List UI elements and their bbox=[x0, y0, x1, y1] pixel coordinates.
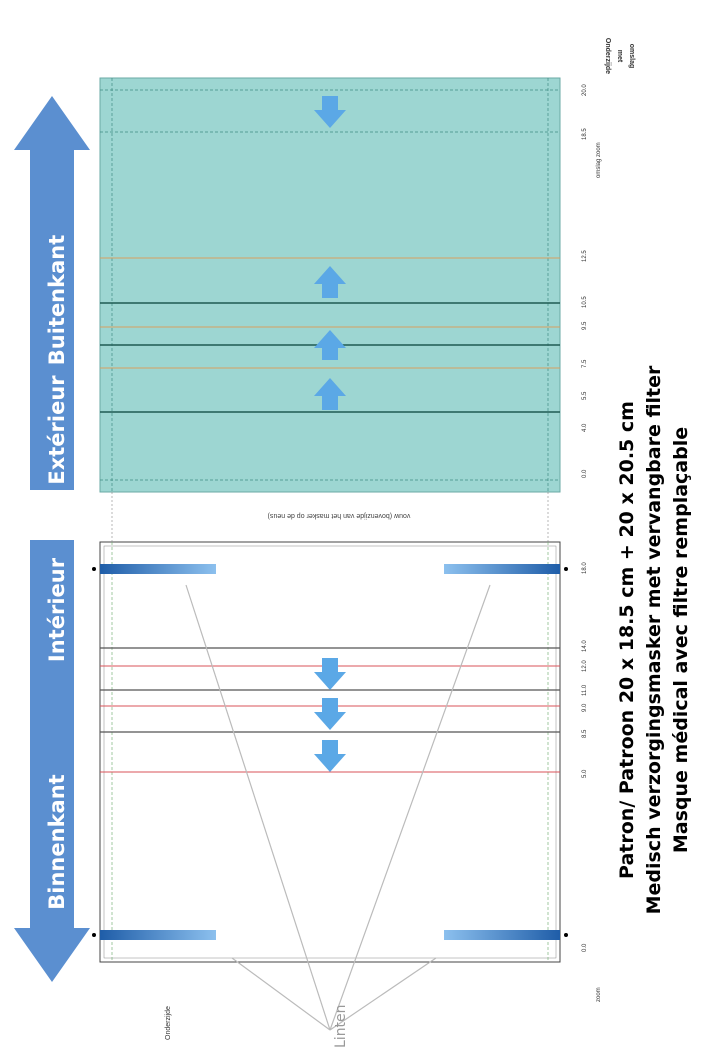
title-line-2: Medisch verzorgingsmasker met vervangbar… bbox=[643, 365, 665, 914]
top-right-line-1: Onderzijde bbox=[604, 38, 611, 74]
svg-text:5.5: 5.5 bbox=[582, 391, 588, 400]
svg-text:11.0: 11.0 bbox=[582, 684, 588, 696]
fold-note: vouw (bovenzijde van het masker op de ne… bbox=[268, 512, 411, 519]
outer-fr-label: Extérieur bbox=[45, 375, 69, 485]
svg-text:9.5: 9.5 bbox=[582, 321, 588, 330]
outer-direction-arrow bbox=[14, 96, 90, 490]
inner-nl-label: Binnenkant bbox=[45, 774, 69, 909]
svg-text:9.0: 9.0 bbox=[582, 703, 588, 712]
svg-text:8.5: 8.5 bbox=[582, 729, 588, 738]
svg-text:18.0: 18.0 bbox=[582, 562, 588, 574]
svg-text:4.0: 4.0 bbox=[582, 423, 588, 432]
inner-fr-label: Intérieur bbox=[45, 557, 69, 662]
svg-text:0.0: 0.0 bbox=[582, 469, 588, 478]
svg-text:10.5: 10.5 bbox=[582, 296, 588, 308]
top-right-line-3: omslag bbox=[628, 44, 635, 69]
title-line-1: Patron/ Patroon 20 x 18.5 cm + 20 x 20.5… bbox=[616, 401, 638, 879]
zoom-label: zoom bbox=[596, 987, 602, 1002]
lower-measurements: 0.0 5.0 8.5 9.0 11.0 12.0 14.0 18.0 bbox=[582, 562, 588, 952]
fold-arrows-outer bbox=[314, 96, 346, 410]
svg-text:14.0: 14.0 bbox=[582, 640, 588, 652]
svg-text:12.5: 12.5 bbox=[582, 250, 588, 262]
svg-text:12.0: 12.0 bbox=[582, 660, 588, 672]
ties bbox=[92, 564, 568, 940]
title-line-3: Masque médical avec filtre remplaçable bbox=[670, 427, 692, 853]
outer-nl-label: Buitenkant bbox=[45, 235, 69, 366]
top-right-label: Onderzijde met omslag bbox=[604, 38, 635, 74]
linten-pointers bbox=[185, 584, 491, 1031]
linten-label: Linten bbox=[333, 1004, 349, 1048]
svg-text:7.5: 7.5 bbox=[582, 359, 588, 368]
svg-text:20.0: 20.0 bbox=[582, 84, 588, 96]
teal-measurements: 0.0 4.0 5.5 7.5 9.5 10.5 12.5 18.5 20.0 bbox=[582, 84, 588, 478]
svg-text:18.5: 18.5 bbox=[582, 128, 588, 140]
svg-text:5.0: 5.0 bbox=[582, 769, 588, 778]
top-right-line-2: met bbox=[616, 50, 623, 63]
omslag-zoom-label: omslag zoom bbox=[596, 142, 602, 178]
fold-arrows-inner bbox=[314, 658, 346, 772]
svg-text:0.0: 0.0 bbox=[582, 943, 588, 952]
inner-direction-arrow bbox=[14, 540, 90, 982]
bottom-left-label: Onderzijde bbox=[165, 1006, 172, 1040]
